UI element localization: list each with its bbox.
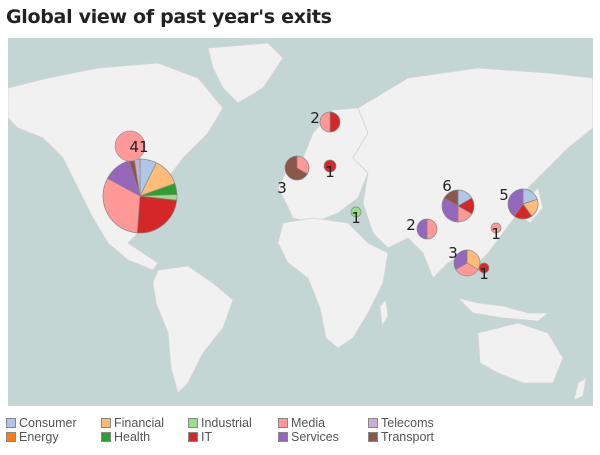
- exit-count: 3: [277, 179, 287, 197]
- legend-label: Financial: [114, 416, 165, 430]
- legend-swatch: [101, 418, 111, 428]
- land-masses: [8, 42, 593, 401]
- exit-pie[interactable]: 5: [499, 186, 539, 220]
- exit-pie[interactable]: 3: [277, 155, 310, 197]
- greenland: [207, 42, 284, 104]
- legend: Consumer Financial Industrial Media Telecoms…: [6, 416, 458, 444]
- exit-count: 2: [310, 109, 320, 127]
- exit-pie[interactable]: 1: [323, 159, 337, 181]
- pie-slice-media: [426, 218, 438, 240]
- indonesia: [456, 297, 550, 322]
- page-title: Global view of past year's exits: [6, 6, 332, 28]
- legend-item-services[interactable]: Services: [278, 430, 368, 444]
- exit-count: 1: [325, 163, 335, 181]
- exit-count: 6: [442, 177, 452, 195]
- pie-slice-it: [136, 195, 178, 234]
- legend-label: Transport: [381, 430, 435, 444]
- legend-label: Health: [114, 430, 151, 444]
- exit-count: 1: [491, 225, 501, 243]
- legend-item-transport[interactable]: Transport: [368, 430, 458, 444]
- legend-swatch: [278, 418, 288, 428]
- legend-swatch: [6, 418, 16, 428]
- africa: [277, 217, 389, 349]
- north-america: [8, 62, 224, 271]
- exit-pie[interactable]: 6: [441, 177, 475, 223]
- pie-slice-media: [102, 177, 141, 234]
- legend-swatch: [188, 432, 198, 442]
- legend-item-it[interactable]: IT: [188, 430, 278, 444]
- legend-swatch: [101, 432, 111, 442]
- exit-count: 1: [351, 209, 361, 227]
- legend-item-telecoms[interactable]: Telecoms: [368, 416, 458, 430]
- legend-label: Media: [291, 416, 326, 430]
- legend-swatch: [6, 432, 16, 442]
- pie-slice-it: [478, 262, 490, 274]
- pie-slice-it: [323, 159, 337, 173]
- pie-slice-services: [453, 249, 468, 270]
- legend-label: Telecoms: [381, 416, 434, 430]
- south-america: [152, 265, 234, 394]
- exit-count: 41: [129, 138, 148, 156]
- legend-item-energy[interactable]: Energy: [6, 430, 101, 444]
- australia: [477, 322, 564, 384]
- exit-pie[interactable]: 41: [102, 130, 178, 234]
- exit-pie[interactable]: 1: [478, 262, 490, 283]
- pie-slice-media: [319, 111, 331, 133]
- pie-slice-transport: [284, 155, 308, 181]
- pie-slice-it: [329, 111, 341, 133]
- exit-pies: 41 2 3 1 1 2 6 5 1 3 1: [102, 109, 539, 283]
- exit-pie[interactable]: 1: [490, 222, 502, 243]
- legend-swatch: [368, 418, 378, 428]
- exit-count: 1: [479, 265, 489, 283]
- pie-slice-transport: [443, 189, 459, 207]
- pie-slice-media: [455, 262, 479, 277]
- legend-item-media[interactable]: Media: [278, 416, 368, 430]
- exit-pie[interactable]: 2: [310, 109, 341, 133]
- world-map[interactable]: 41 2 3 1 1 2 6 5 1 3 1: [8, 38, 593, 406]
- pie-slice-services: [416, 218, 428, 240]
- legend-swatch: [188, 418, 198, 428]
- exit-pie[interactable]: 3: [448, 244, 481, 277]
- new-zealand: [573, 377, 587, 401]
- count-bubble: [114, 130, 146, 162]
- exit-pie[interactable]: 2: [406, 216, 438, 240]
- legend-swatch: [278, 432, 288, 442]
- legend-swatch: [368, 432, 378, 442]
- exit-count: 3: [448, 244, 458, 262]
- legend-item-financial[interactable]: Financial: [101, 416, 188, 430]
- legend-label: Industrial: [201, 416, 252, 430]
- madagascar: [379, 299, 389, 328]
- legend-label: IT: [201, 430, 213, 444]
- exit-count: 2: [406, 216, 416, 234]
- exit-pie[interactable]: 1: [350, 206, 362, 227]
- legend-label: Energy: [19, 430, 59, 444]
- pie-slice-media: [490, 222, 502, 234]
- pie-slice-industrial: [350, 206, 362, 218]
- pie-slice-services: [507, 188, 524, 217]
- legend-item-consumer[interactable]: Consumer: [6, 416, 101, 430]
- legend-item-health[interactable]: Health: [101, 430, 188, 444]
- legend-label: Services: [291, 430, 339, 444]
- exit-count: 5: [499, 186, 509, 204]
- legend-item-industrial[interactable]: Industrial: [188, 416, 278, 430]
- legend-label: Consumer: [19, 416, 77, 430]
